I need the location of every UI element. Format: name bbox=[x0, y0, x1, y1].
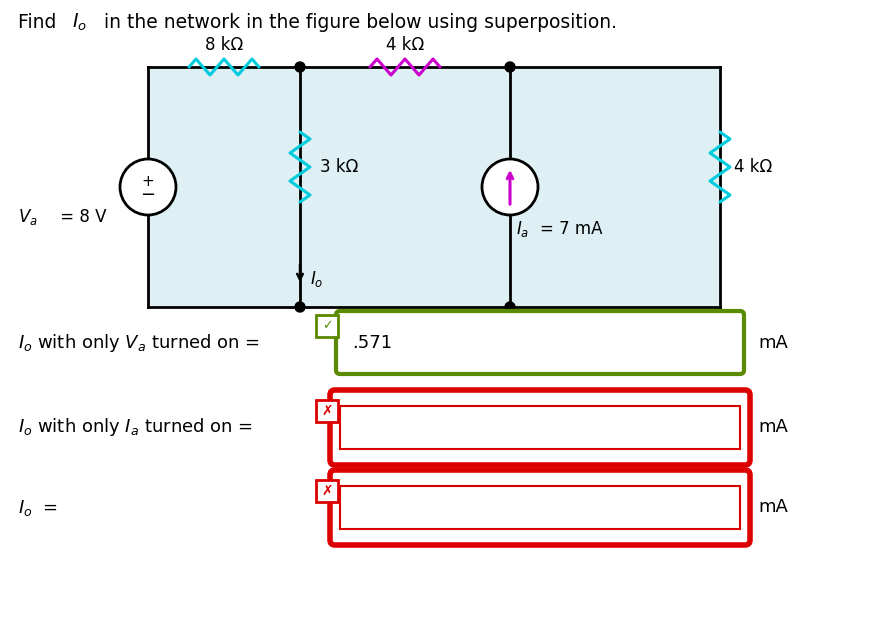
Text: ✓: ✓ bbox=[322, 320, 332, 332]
Text: $I_a$: $I_a$ bbox=[516, 219, 529, 239]
Text: 8 kΩ: 8 kΩ bbox=[205, 36, 243, 54]
Circle shape bbox=[482, 159, 538, 215]
Text: mA: mA bbox=[758, 334, 788, 351]
Text: in the network in the figure below using superposition.: in the network in the figure below using… bbox=[98, 13, 617, 32]
FancyBboxPatch shape bbox=[330, 390, 750, 465]
Text: $I_{o}$ with only $I_{a}$ turned on =: $I_{o}$ with only $I_{a}$ turned on = bbox=[18, 416, 253, 439]
Text: $I_o$: $I_o$ bbox=[72, 11, 87, 33]
Text: $I_{o}$  =: $I_{o}$ = bbox=[18, 497, 58, 518]
Bar bbox=[316, 315, 338, 337]
Text: Find: Find bbox=[18, 13, 63, 32]
Text: = 7 mA: = 7 mA bbox=[540, 220, 603, 238]
Text: $I_{o}$ with only $V_{a}$ turned on =: $I_{o}$ with only $V_{a}$ turned on = bbox=[18, 332, 260, 353]
Bar bbox=[340, 406, 740, 449]
Text: = 8 V: = 8 V bbox=[55, 208, 106, 226]
Text: ✗: ✗ bbox=[321, 404, 333, 418]
Text: +: + bbox=[141, 174, 154, 188]
Text: 3 kΩ: 3 kΩ bbox=[320, 158, 358, 176]
Text: 4 kΩ: 4 kΩ bbox=[734, 158, 773, 176]
Bar bbox=[316, 480, 338, 502]
Circle shape bbox=[295, 302, 305, 312]
Text: $I_o$: $I_o$ bbox=[310, 269, 324, 289]
Text: ✗: ✗ bbox=[321, 484, 333, 498]
Text: mA: mA bbox=[758, 499, 788, 516]
Circle shape bbox=[295, 62, 305, 72]
Bar bbox=[340, 486, 740, 529]
Text: 4 kΩ: 4 kΩ bbox=[386, 36, 424, 54]
Text: mA: mA bbox=[758, 418, 788, 437]
Circle shape bbox=[120, 159, 176, 215]
Circle shape bbox=[505, 302, 515, 312]
Bar bbox=[148, 67, 720, 307]
Bar bbox=[316, 400, 338, 422]
Text: $V_a$: $V_a$ bbox=[18, 207, 37, 227]
Text: −: − bbox=[140, 186, 155, 204]
FancyBboxPatch shape bbox=[330, 470, 750, 545]
Text: .571: .571 bbox=[352, 334, 392, 351]
Circle shape bbox=[505, 62, 515, 72]
FancyBboxPatch shape bbox=[336, 311, 744, 374]
